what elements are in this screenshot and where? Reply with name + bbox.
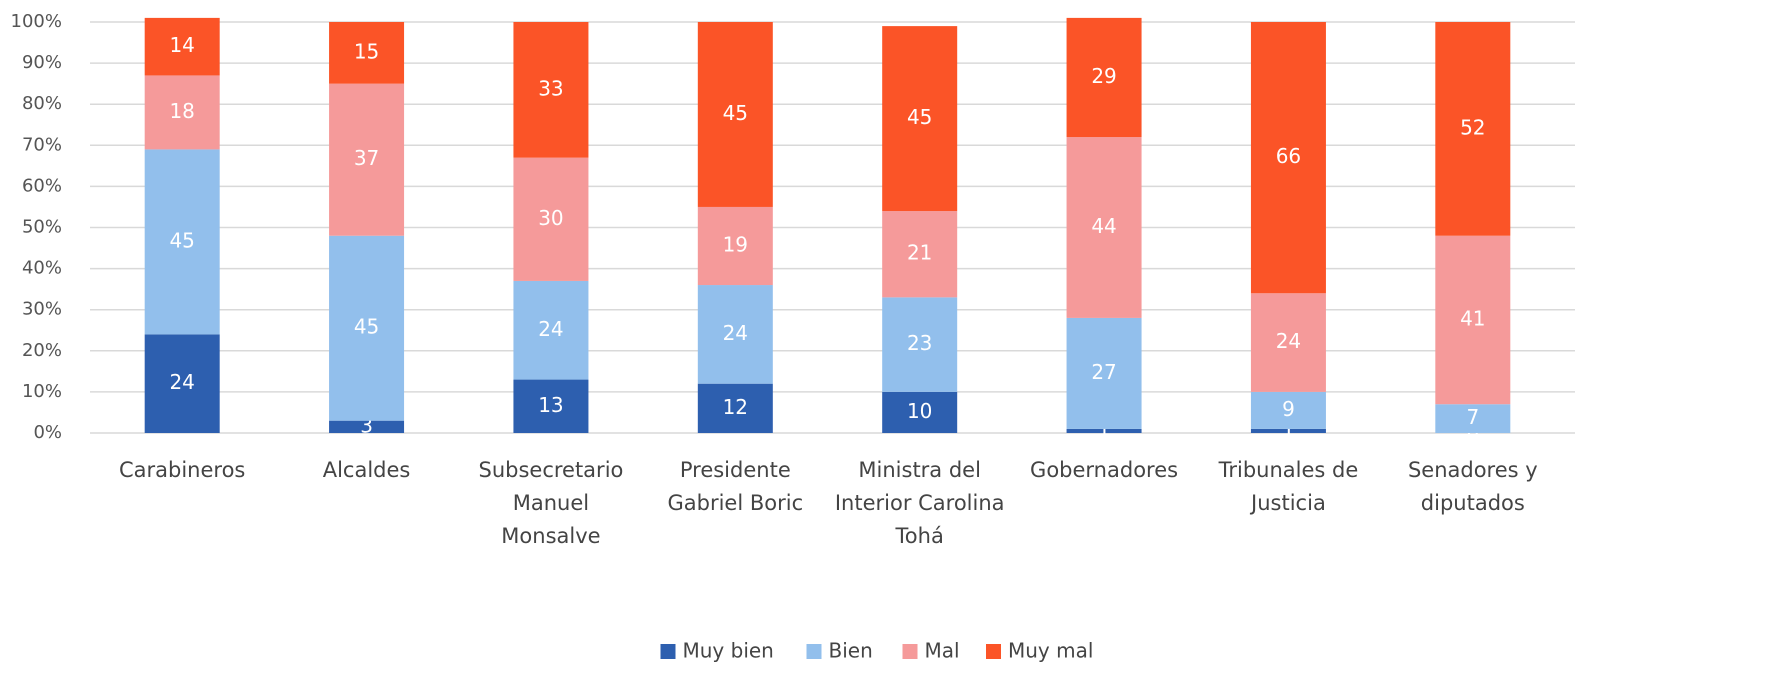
legend-swatch xyxy=(902,644,918,659)
legend-label: Muy bien xyxy=(683,639,774,663)
data-label: 44 xyxy=(1091,214,1116,238)
data-label: 45 xyxy=(354,315,379,339)
bar-segment xyxy=(697,206,773,286)
data-label: 37 xyxy=(354,146,379,170)
data-label: 45 xyxy=(907,105,932,129)
bar-segment xyxy=(882,211,958,298)
data-label: 45 xyxy=(723,101,748,125)
bar-segment xyxy=(697,22,773,207)
data-label: 13 xyxy=(538,393,563,417)
data-label: 52 xyxy=(1460,115,1485,139)
bar-segment xyxy=(1435,235,1511,405)
y-tick-label: 20% xyxy=(22,340,62,361)
legend-swatch xyxy=(806,644,822,659)
y-tick-label: 0% xyxy=(33,422,62,443)
bar-segment xyxy=(329,235,405,421)
x-tick-label: Ministra del Interior Carolina Tohá xyxy=(834,458,1005,548)
bar-segment xyxy=(513,22,589,158)
bar-segment xyxy=(1066,317,1142,429)
bar-segment xyxy=(513,157,589,281)
legend-label: Mal xyxy=(925,639,960,663)
legend-swatch xyxy=(986,644,1001,659)
x-tick-label: Gobernadores xyxy=(1030,458,1179,482)
bar-segment xyxy=(1250,293,1326,392)
bar-segment xyxy=(144,334,220,433)
y-tick-label: 100% xyxy=(11,11,62,32)
y-tick-label: 90% xyxy=(22,52,62,73)
data-label: 23 xyxy=(907,331,932,355)
bar-segment xyxy=(513,280,589,380)
data-label: 14 xyxy=(169,33,194,57)
data-label: 41 xyxy=(1460,306,1485,330)
data-label: 9 xyxy=(1282,397,1295,421)
y-tick-label: 10% xyxy=(22,381,62,402)
y-tick-label: 60% xyxy=(22,175,62,196)
bar-segment xyxy=(144,75,220,150)
data-label: 24 xyxy=(1276,329,1301,353)
bar-segment xyxy=(882,391,958,433)
data-label: 24 xyxy=(723,321,748,345)
legend-label: Bien xyxy=(829,639,873,663)
y-tick-label: 40% xyxy=(22,258,62,279)
y-tick-label: 80% xyxy=(22,93,62,114)
bar-segment xyxy=(144,149,220,335)
x-tick-label: Senadores y diputados xyxy=(1407,458,1538,515)
x-tick-label: Tribunales de Justicia xyxy=(1218,458,1359,515)
data-label: 33 xyxy=(538,76,563,100)
x-tick-label: Alcaldes xyxy=(322,458,411,482)
bar-segment xyxy=(513,379,589,433)
data-label: 27 xyxy=(1091,360,1116,384)
data-label: 66 xyxy=(1276,144,1301,168)
data-label: 7 xyxy=(1466,405,1479,429)
bar-segment xyxy=(1250,391,1326,429)
data-label: 10 xyxy=(907,399,932,423)
bar-segment xyxy=(1066,17,1142,138)
data-label: 21 xyxy=(907,241,932,265)
bar-segment xyxy=(144,17,220,76)
data-label: 30 xyxy=(538,206,563,230)
x-tick-label: Carabineros xyxy=(118,458,246,482)
x-tick-label: Subsecretario Manuel Monsalve xyxy=(478,458,624,548)
data-label: 19 xyxy=(723,232,748,256)
bar-segment xyxy=(882,26,958,212)
data-label: 45 xyxy=(169,228,194,252)
bar-segment xyxy=(1066,428,1142,433)
legend-swatch xyxy=(660,644,676,659)
legend-label: Muy mal xyxy=(1008,639,1093,663)
bar-segment xyxy=(882,297,958,392)
bar-segment xyxy=(1435,404,1511,433)
y-tick-label: 50% xyxy=(22,217,62,238)
bar-segment xyxy=(329,22,405,84)
y-tick-label: 70% xyxy=(22,134,62,155)
data-label: 12 xyxy=(723,395,748,419)
bar-segment xyxy=(697,285,773,384)
bar-segment xyxy=(697,383,773,433)
bar-segment xyxy=(1066,137,1142,318)
data-label: 18 xyxy=(169,99,194,123)
y-tick-label: 30% xyxy=(22,299,62,320)
bar-segment xyxy=(1250,22,1326,294)
bar-segment xyxy=(1435,22,1511,236)
x-tick-label: Presidente Gabriel Boric xyxy=(667,458,804,515)
data-label: 29 xyxy=(1091,64,1116,88)
bar-segment xyxy=(1250,428,1326,433)
data-label: 24 xyxy=(538,317,563,341)
bar-segment xyxy=(329,83,405,236)
bar-segment xyxy=(329,420,405,433)
data-label: 15 xyxy=(354,39,379,63)
data-label: 24 xyxy=(169,370,194,394)
